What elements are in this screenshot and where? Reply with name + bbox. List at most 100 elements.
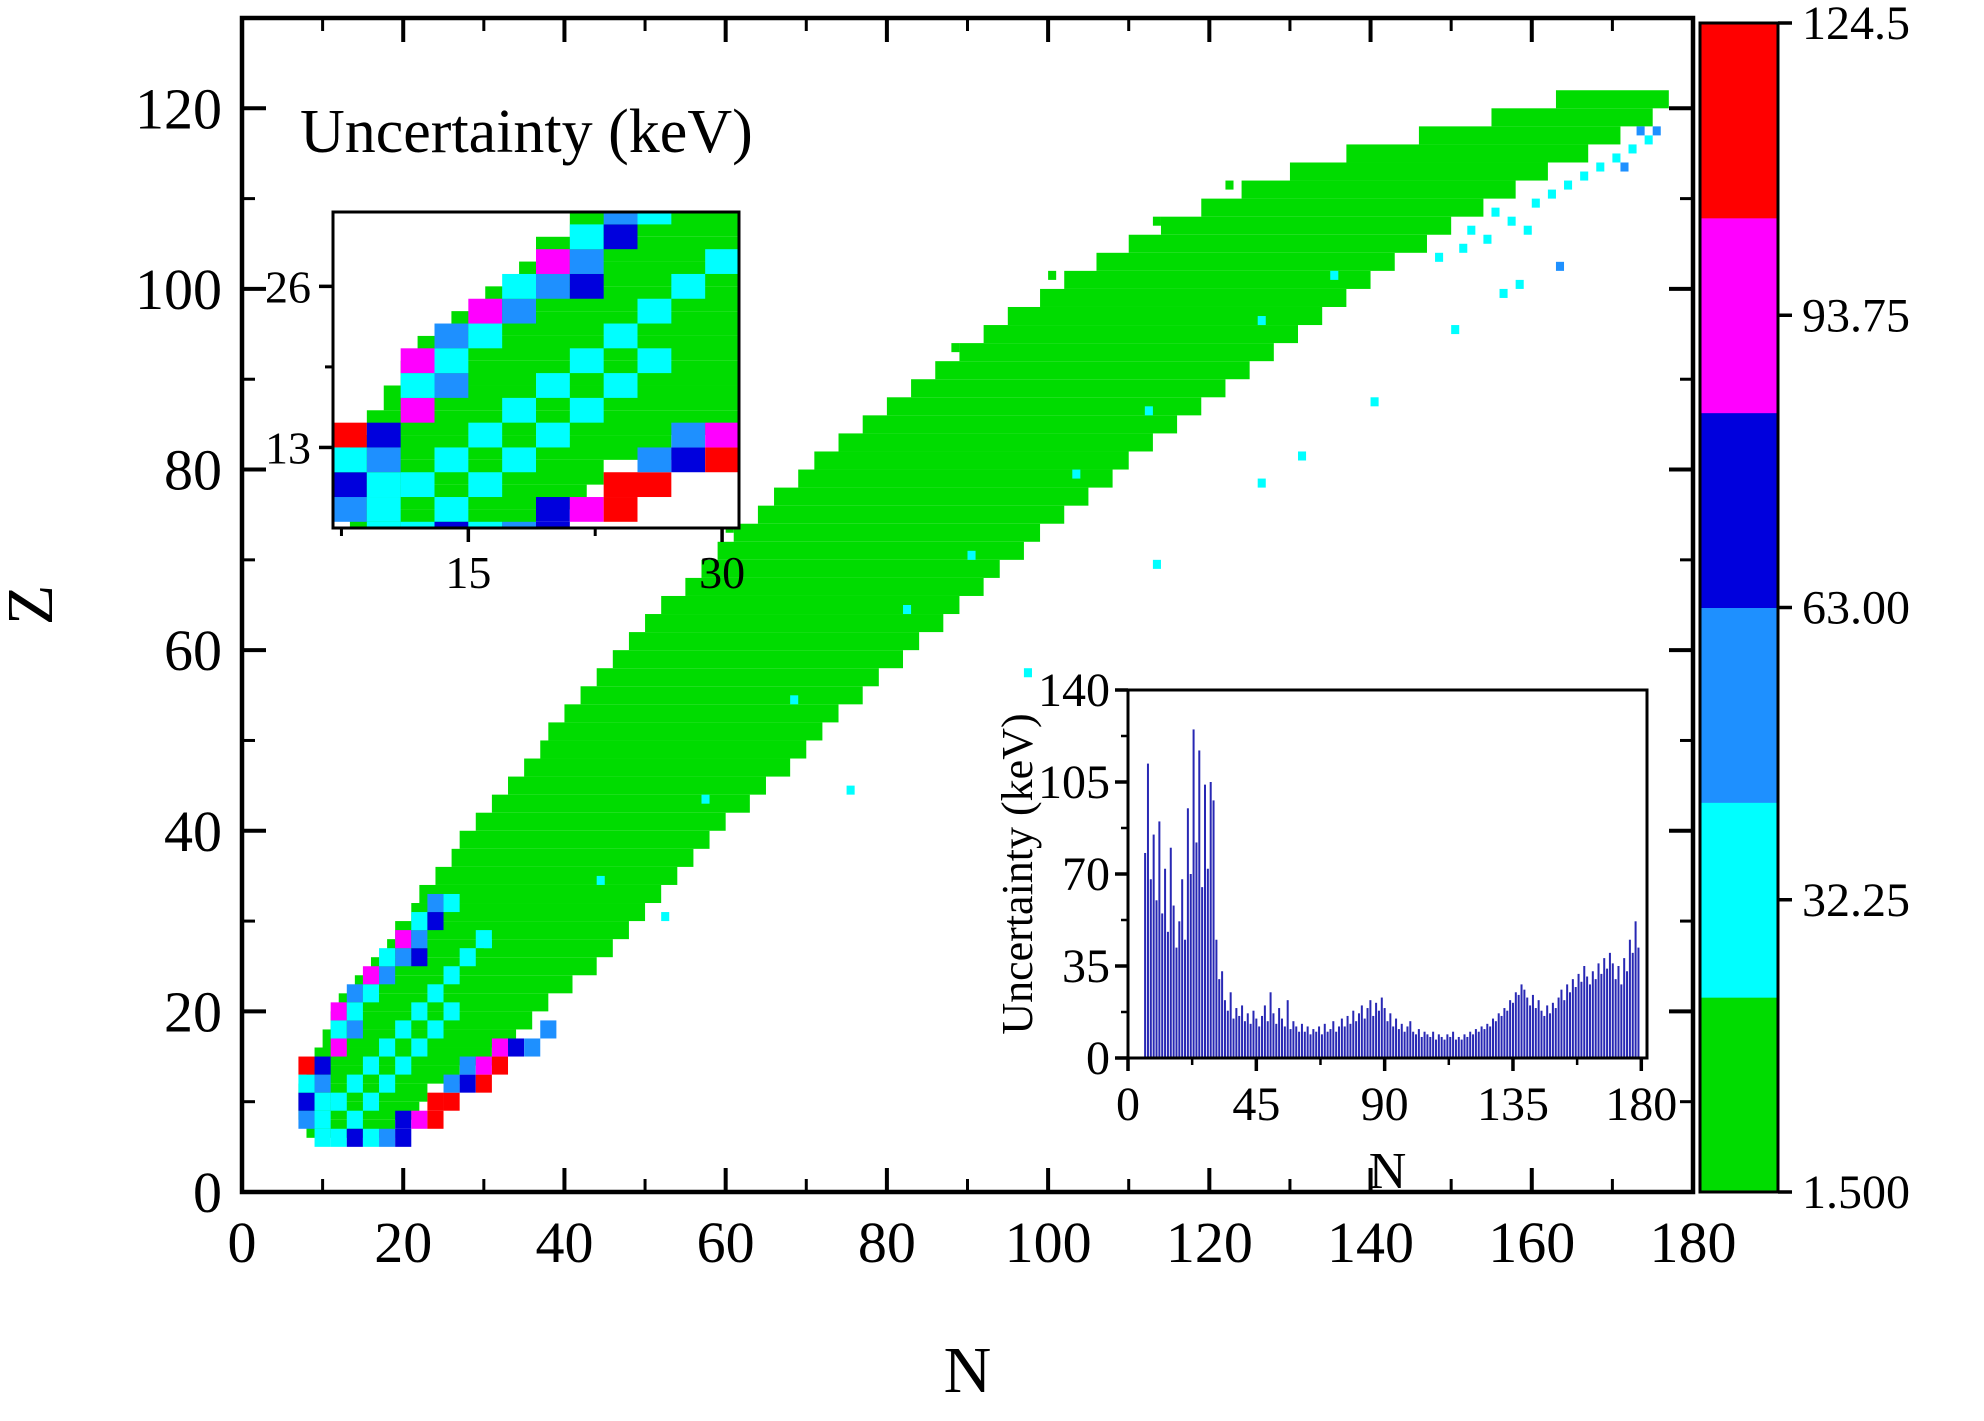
- uncertainty-bar: [1172, 905, 1175, 1058]
- uncertainty-bar: [1454, 1039, 1457, 1058]
- uncertainty-bar: [1611, 963, 1614, 1058]
- lowmass-cell: [443, 966, 460, 985]
- lowmass-cell: [671, 447, 706, 473]
- lowmass-cell: [443, 893, 460, 913]
- uncertainty-bar: [1440, 1036, 1443, 1058]
- lowmass-cell: [362, 984, 380, 1003]
- lowmass-cell: [637, 447, 672, 473]
- main-xtick-label: 20: [374, 1210, 432, 1275]
- uncertainty-bar: [1209, 782, 1212, 1058]
- uncertainty-bar: [1406, 1026, 1409, 1058]
- fleck-cell: [1547, 189, 1556, 199]
- lowmass-cell: [637, 472, 672, 498]
- lowmass-cell: [502, 521, 536, 528]
- uncertainty-bar: [1249, 1023, 1252, 1058]
- colorbar-tick-label: 124.5: [1802, 0, 1910, 50]
- uncertainty-bar: [1560, 989, 1563, 1058]
- uncertainty-bar: [1235, 1008, 1238, 1058]
- uncertainty-bar: [1380, 997, 1383, 1058]
- main-xtick-label: 120: [1166, 1210, 1253, 1275]
- fleck-cell: [1152, 559, 1161, 569]
- band-row: [435, 866, 678, 885]
- band-row: [628, 632, 920, 651]
- uncertainty-bar: [1243, 1021, 1246, 1058]
- uncertainty-bar: [1403, 1031, 1406, 1058]
- band-row: [1346, 144, 1589, 163]
- uncertainty-bar: [1255, 1018, 1258, 1058]
- uncertainty-bar: [1372, 1015, 1375, 1058]
- main-ylabel: Z: [0, 585, 67, 625]
- main-ytick-label: 40: [164, 799, 222, 864]
- lowmass-cell: [536, 373, 570, 398]
- main-xtick-label: 100: [1005, 1210, 1092, 1275]
- uncertainty-bar: [1637, 947, 1640, 1058]
- colorbar: 124.5 93.75 63.00 32.25 1.500: [1698, 0, 1910, 1219]
- uncertainty-bar: [1349, 1023, 1352, 1058]
- inset-zoom-border: [331, 210, 741, 530]
- lowmass-cell: [468, 521, 503, 528]
- lowmass-cell: [603, 472, 638, 498]
- uncertainty-bar: [1218, 979, 1221, 1058]
- lowmass-cell: [395, 1056, 412, 1075]
- uncertainty-bar: [1377, 1010, 1380, 1058]
- lowmass-cell: [411, 1110, 428, 1129]
- uncertainty-bar: [1229, 992, 1232, 1058]
- lowmass-cell: [603, 224, 638, 250]
- uncertainty-bar: [1363, 1018, 1366, 1058]
- lowmass-cell: [298, 1056, 315, 1075]
- uncertainty-bar: [1466, 1036, 1469, 1058]
- lowmass-cell: [366, 497, 401, 522]
- lowmass-cell: [379, 948, 396, 967]
- band-row: [645, 614, 944, 633]
- uncertainty-bar: [1514, 992, 1517, 1058]
- band-row: [1491, 108, 1653, 127]
- uncertainty-bar: [1434, 1039, 1437, 1058]
- band-row: [564, 704, 839, 723]
- band-row: [757, 505, 1065, 524]
- main-axes: 0 20 40 60 80 100 120 140 160 180 0 20 40 60 80 100 120 U…: [0, 15, 1737, 1407]
- uncertainty-bar: [1252, 1010, 1255, 1058]
- uncertainty-bar: [1189, 874, 1192, 1058]
- fleck-cell: [1257, 478, 1266, 488]
- lowmass-cell: [379, 1038, 396, 1057]
- lowmass-cell: [491, 1038, 509, 1057]
- uncertainty-bar: [1386, 1021, 1389, 1058]
- uncertainty-bar: [1623, 958, 1626, 1058]
- band-row: [411, 903, 646, 922]
- lowmass-cell: [411, 948, 428, 967]
- uncertainty-bar: [1534, 1008, 1537, 1058]
- lowmass-cell: [705, 447, 739, 473]
- uncertainty-bar: [1149, 879, 1152, 1058]
- uncertainty-bar: [1583, 966, 1586, 1058]
- uncertainty-bar: [1338, 1026, 1341, 1058]
- lowmass-cell: [346, 1074, 363, 1093]
- main-xtick-label: 60: [697, 1210, 755, 1275]
- lowmass-cell: [443, 1074, 460, 1093]
- fleck-cell: [790, 695, 799, 705]
- lowmass-cell: [637, 298, 672, 324]
- uncertainty-bar: [1494, 1021, 1497, 1058]
- band-row: [1555, 90, 1669, 109]
- uncertainty-bar: [1335, 1031, 1338, 1058]
- band-row: [1201, 198, 1484, 217]
- inset-bar-ytick-label: 35: [1062, 940, 1110, 993]
- fleck-cell: [1152, 216, 1161, 226]
- uncertainty-bar: [1383, 1008, 1386, 1058]
- inset-bar-ytick-label: 105: [1038, 756, 1110, 809]
- uncertainty-bar: [1554, 1008, 1557, 1058]
- lowmass-cell: [362, 966, 380, 985]
- lowmass-cell: [362, 1128, 380, 1147]
- uncertainty-bar: [1221, 971, 1224, 1058]
- inset-bar-background: [1124, 686, 1651, 1062]
- inset-zoom-lowmass: 15 30 13 26: [265, 210, 745, 598]
- uncertainty-bar: [1631, 952, 1634, 1058]
- lowmass-cell: [468, 422, 503, 448]
- uncertainty-bar: [1395, 1018, 1398, 1058]
- uncertainty-bar: [1278, 1008, 1281, 1058]
- fleck-cell: [1515, 279, 1524, 289]
- inset-bar-ytick-label: 140: [1038, 664, 1110, 717]
- uncertainty-bar: [1474, 1029, 1477, 1058]
- nuclear-chart-heatmap: [298, 90, 1669, 1147]
- uncertainty-bar: [1469, 1031, 1472, 1058]
